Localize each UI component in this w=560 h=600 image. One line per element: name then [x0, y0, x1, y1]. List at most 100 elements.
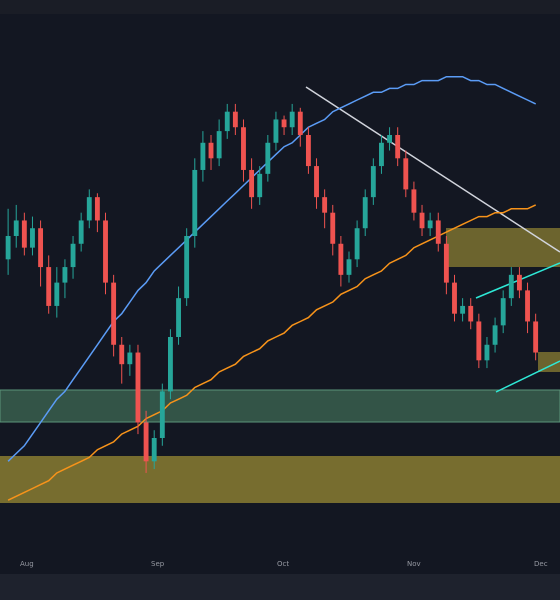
candle-body — [338, 243, 344, 275]
candle-body — [46, 267, 52, 306]
candle-body — [176, 298, 181, 337]
candle — [21, 212, 27, 256]
candle-body — [111, 282, 117, 345]
candle-body — [143, 422, 149, 462]
candle — [151, 430, 157, 470]
candle — [200, 131, 206, 182]
candle — [476, 313, 482, 369]
x-tick-label: Nov — [407, 560, 421, 568]
candle-body — [387, 135, 392, 143]
candle — [30, 216, 35, 256]
candle — [533, 313, 539, 361]
candle — [460, 298, 466, 322]
candle — [387, 127, 392, 151]
candle-body — [94, 197, 100, 221]
candle — [216, 119, 222, 167]
candle — [403, 150, 409, 198]
candle — [330, 204, 336, 256]
candle — [427, 212, 433, 236]
candle — [135, 344, 141, 435]
candle-body — [395, 135, 401, 159]
candle-body — [452, 282, 457, 314]
time-axis: Aug Sep Oct Nov Dec — [0, 559, 560, 571]
candle — [70, 236, 76, 279]
candle-body — [297, 111, 303, 135]
candle-body — [281, 119, 287, 128]
candle-body — [322, 197, 328, 213]
candle — [249, 158, 255, 209]
x-tick-label: Dec — [534, 560, 548, 568]
candle — [297, 107, 303, 147]
candle — [346, 251, 352, 283]
candle — [38, 220, 44, 287]
candle-body — [257, 173, 263, 198]
candle — [354, 220, 360, 268]
candle — [192, 158, 198, 248]
candle-body — [224, 111, 230, 132]
candle-body — [484, 344, 490, 361]
candle-body — [533, 321, 539, 353]
candle-body — [70, 243, 76, 268]
candle — [508, 267, 514, 306]
candle-body — [135, 352, 141, 423]
candle-body — [86, 197, 92, 221]
descending-trendline[interactable] — [305, 86, 560, 253]
small-zone-yellow — [538, 352, 560, 372]
candle — [500, 290, 506, 334]
candle-body — [249, 169, 255, 198]
candle-body — [427, 220, 433, 229]
candle — [289, 103, 295, 135]
candle — [338, 236, 344, 287]
channel-lower-line[interactable] — [495, 360, 560, 393]
candle — [13, 204, 19, 248]
candle-body — [192, 169, 198, 236]
candle-body — [200, 142, 206, 170]
candle — [168, 329, 173, 400]
candle-body — [159, 391, 165, 438]
candle-body — [508, 274, 514, 299]
candle — [379, 135, 384, 174]
candle-body — [476, 321, 482, 361]
candle-body — [30, 228, 35, 248]
candle-body — [62, 267, 68, 283]
candle-body — [411, 189, 417, 213]
fast-moving-average-line — [7, 75, 537, 462]
candle — [516, 267, 522, 299]
candle-body — [516, 274, 522, 291]
candle-body — [379, 142, 384, 167]
candle — [241, 119, 246, 182]
candle-body — [500, 298, 506, 326]
candle — [281, 115, 287, 135]
chart-area[interactable] — [0, 14, 560, 559]
candle-body — [525, 290, 530, 322]
candle — [127, 344, 133, 376]
candle-body — [460, 305, 466, 314]
support-zone-green — [0, 389, 560, 423]
candle — [419, 204, 425, 236]
candle — [94, 193, 100, 233]
candle — [305, 127, 311, 174]
candle — [525, 282, 530, 334]
candle — [62, 259, 68, 299]
candle — [468, 298, 474, 330]
candle-body — [54, 282, 60, 306]
candle — [176, 286, 181, 345]
candle — [224, 103, 230, 139]
candle — [314, 158, 319, 209]
price-chart[interactable] — [0, 14, 560, 559]
candle-body — [346, 259, 352, 275]
candle — [411, 181, 417, 221]
candle-body — [435, 220, 441, 244]
candle — [159, 383, 165, 446]
candle-body — [184, 236, 190, 299]
candle-body — [151, 438, 157, 462]
candle-body — [13, 220, 19, 236]
candle-body — [468, 305, 474, 322]
candle — [111, 274, 117, 357]
candle-body — [265, 142, 271, 174]
candle-body — [241, 127, 246, 170]
candle — [362, 189, 368, 236]
candle — [5, 208, 11, 275]
x-tick-label: Sep — [151, 560, 165, 568]
candle-body — [419, 212, 425, 229]
